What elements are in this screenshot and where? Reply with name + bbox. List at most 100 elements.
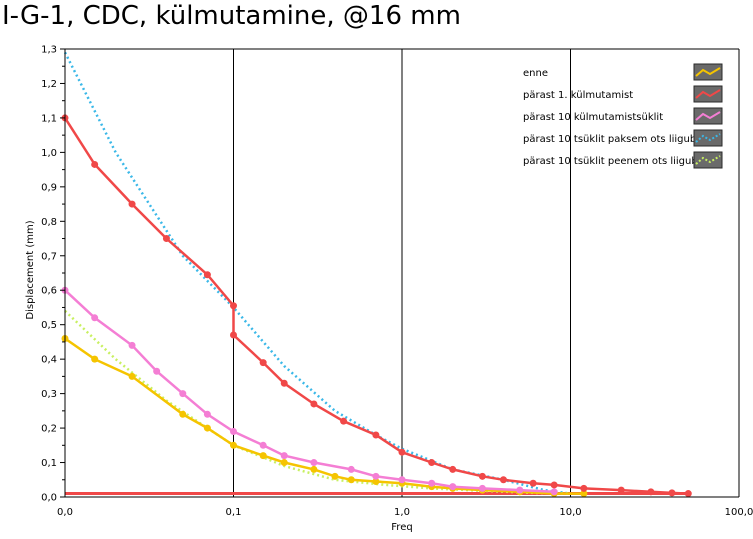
data-point (684, 490, 692, 498)
data-point (580, 490, 588, 498)
data-point (428, 459, 436, 467)
legend-label: enne (523, 68, 548, 79)
data-point (478, 472, 486, 480)
data-point (347, 465, 355, 473)
data-point (230, 428, 237, 436)
y-tick-label: 1,1 (41, 113, 57, 124)
data-point (230, 331, 237, 339)
legend-swatch-line (695, 155, 721, 165)
legend-label: pärast 10 külmutamistsüklit (523, 112, 663, 123)
y-tick-label: 0,5 (41, 320, 57, 331)
series-line (63, 51, 571, 495)
legend-swatch-line (695, 111, 721, 121)
data-point (617, 486, 625, 494)
data-point (203, 271, 211, 279)
data-point (128, 200, 136, 208)
data-point (280, 379, 288, 387)
data-point (647, 488, 655, 496)
series-0 (61, 334, 588, 498)
data-point (340, 417, 348, 425)
data-point (310, 459, 318, 467)
series-layer (61, 51, 692, 498)
y-tick-label: 0,8 (41, 217, 57, 228)
y-tick-label: 0,9 (41, 182, 57, 193)
data-point (331, 472, 339, 480)
tick-labels: 0,0 0,1 1,0 10,0 100,0 0,0 0,1 0,2 0,3 0,4 0,5 0,6 0… (41, 45, 753, 519)
x-tick-label: 0,1 (226, 507, 242, 518)
data-point (230, 441, 237, 449)
legend-label: pärast 1. külmutamist (523, 90, 633, 101)
y-tick-label: 0,7 (41, 251, 57, 262)
data-point (580, 484, 588, 492)
y-tick-label: 0,3 (41, 389, 57, 400)
data-point (91, 160, 99, 168)
data-point (449, 483, 457, 491)
data-point (91, 355, 99, 363)
series-line (64, 337, 584, 495)
legend-swatch-line (695, 67, 721, 77)
legend: enne pärast 1. külmutamist pärast 10 külmu… (523, 63, 723, 169)
series-line (63, 117, 689, 495)
legend-swatch-line (695, 133, 721, 143)
legend-label: pärast 10 tsüklit peenem ots liigub (523, 156, 698, 167)
data-point (449, 465, 457, 473)
series-3 (63, 51, 571, 495)
data-point (529, 479, 537, 487)
x-tick-label: 0,0 (57, 507, 73, 518)
legend-swatch-line (695, 89, 721, 99)
data-point (347, 476, 355, 484)
data-point (398, 448, 406, 456)
data-point (259, 359, 267, 367)
data-point (259, 452, 267, 460)
data-point (372, 431, 380, 439)
data-point (372, 477, 380, 485)
data-point (179, 390, 187, 398)
y-tick-label: 0,0 (41, 493, 57, 504)
data-point (516, 486, 524, 494)
data-point (162, 235, 170, 243)
data-point (203, 424, 211, 432)
data-point (153, 367, 161, 375)
y-axis-label: Displacement (mm) (25, 220, 36, 319)
data-point (428, 479, 436, 487)
data-point (230, 302, 237, 310)
data-point (478, 484, 486, 492)
series-1 (61, 114, 692, 498)
legend-swatch (693, 151, 723, 169)
data-point (179, 410, 187, 418)
y-tick-label: 0,2 (41, 424, 57, 435)
x-tick-label: 10,0 (559, 507, 581, 518)
y-tick-label: 1,0 (41, 148, 57, 159)
x-axis-label: Freq (391, 522, 412, 533)
data-point (668, 489, 676, 497)
series-4 (64, 309, 571, 495)
data-point (499, 476, 507, 484)
series-line (64, 309, 571, 495)
x-tick-label: 1,0 (394, 507, 410, 518)
legend-swatch (693, 129, 723, 147)
y-tick-label: 0,4 (41, 355, 57, 366)
data-point (550, 488, 558, 496)
data-point (310, 465, 318, 473)
data-point (203, 410, 211, 418)
x-tick-label: 100,0 (725, 507, 753, 518)
data-point (128, 341, 136, 349)
data-point (398, 476, 406, 484)
chart-title: I-G-1, CDC, külmutamine, @16 mm (2, 1, 461, 31)
y-tick-label: 1,3 (41, 45, 57, 56)
data-point (280, 452, 288, 460)
series-line (64, 289, 555, 494)
y-tick-label: 0,1 (41, 458, 57, 469)
series-2 (61, 286, 558, 496)
data-point (91, 314, 99, 322)
axes (60, 48, 740, 498)
data-point (372, 472, 380, 480)
data-point (310, 400, 318, 408)
y-tick-label: 1,2 (41, 79, 57, 90)
legend-label: pärast 10 tsüklit paksem ots liigub (523, 134, 696, 145)
y-tick-label: 0,6 (41, 286, 57, 297)
data-point (259, 441, 267, 449)
data-point (128, 372, 136, 380)
data-point (550, 481, 558, 489)
